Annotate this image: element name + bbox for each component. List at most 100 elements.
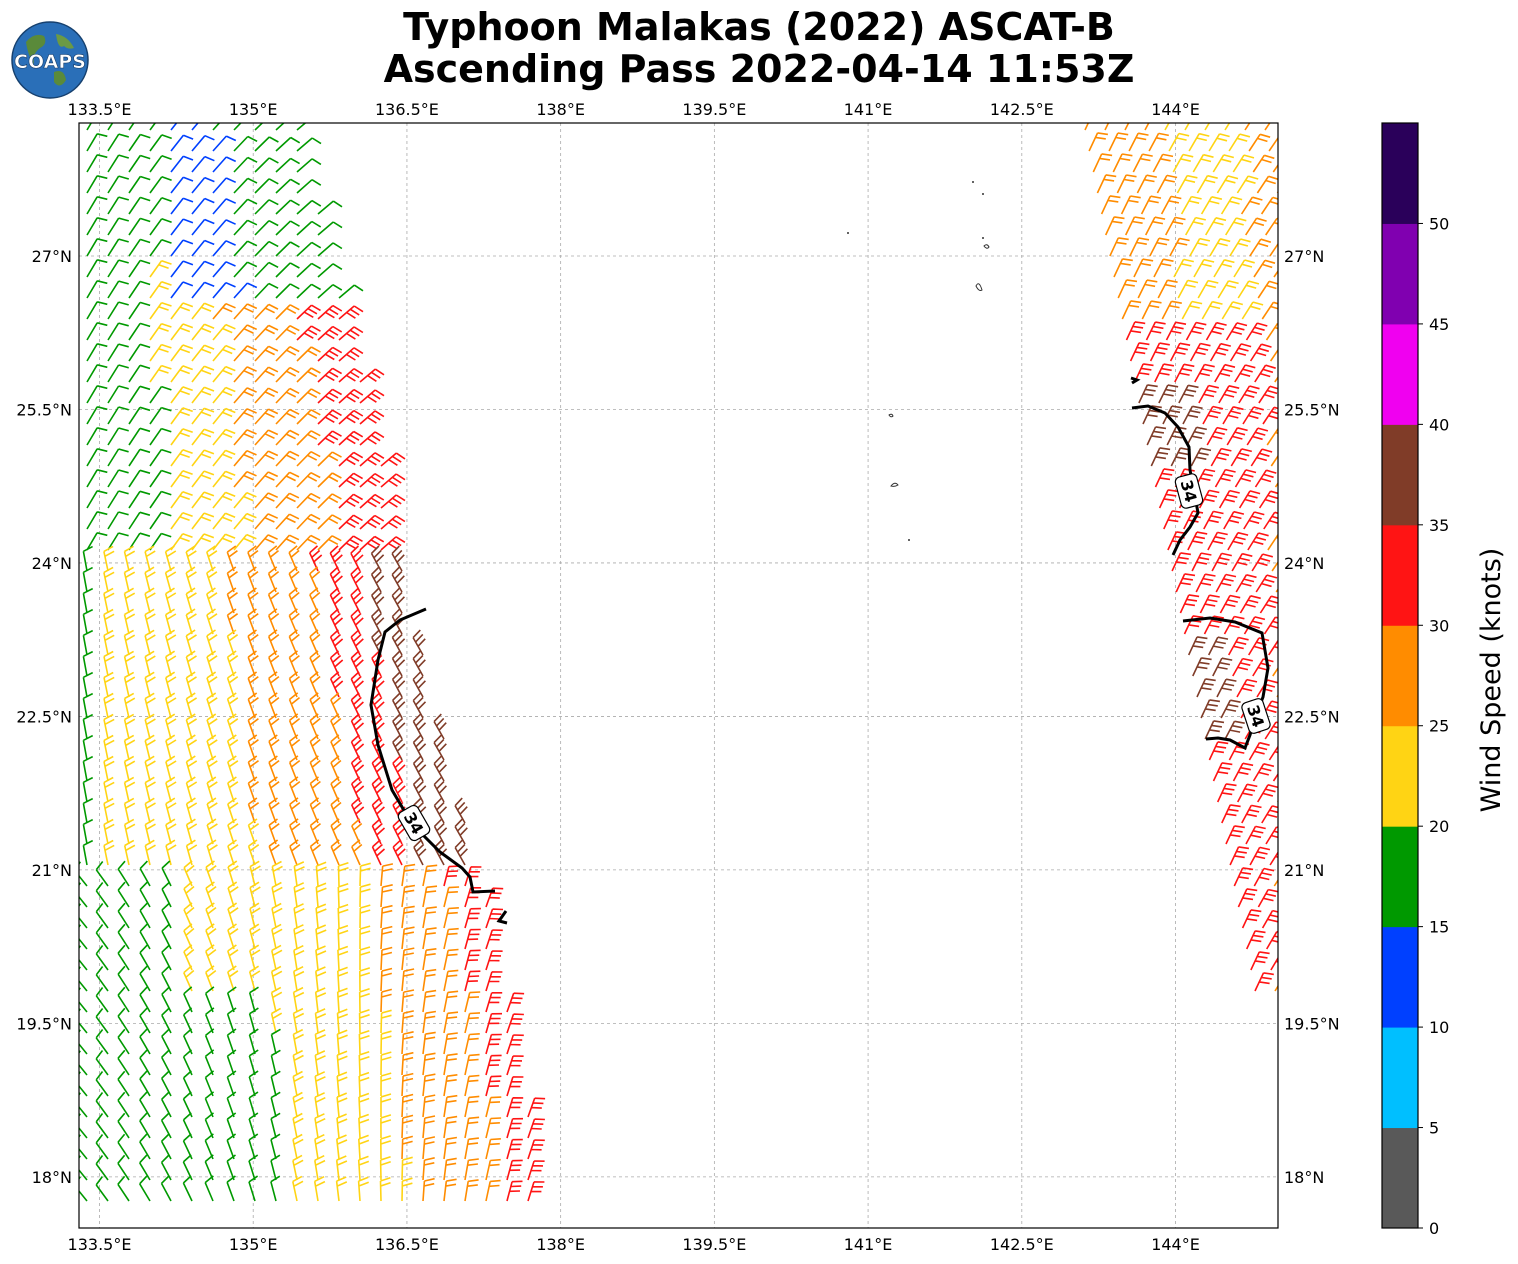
wind-barb — [226, 1049, 237, 1076]
wind-barb — [317, 221, 343, 236]
wind-barb — [296, 450, 321, 467]
wind-barb — [128, 406, 151, 425]
wind-barb — [350, 608, 364, 635]
wind-barb — [443, 1053, 458, 1076]
wind-barb — [1232, 154, 1255, 173]
wind-barb — [268, 818, 280, 845]
wind-barb — [139, 944, 151, 971]
lat-tick-left: 25.5°N — [16, 400, 72, 419]
wind-barb — [308, 545, 323, 572]
wind-barb — [191, 470, 215, 488]
wind-barb — [149, 155, 172, 173]
wind-barb — [1213, 259, 1235, 278]
wind-barb — [1269, 242, 1278, 257]
colorbar-tick-label: 30 — [1429, 616, 1449, 635]
lon-tick-bottom: 136.5°E — [375, 1235, 439, 1254]
wind-barb — [1191, 552, 1212, 572]
wind-barb — [1205, 321, 1227, 341]
wind-barb — [103, 797, 115, 824]
wind-barb — [226, 566, 238, 593]
wind-barb — [464, 1137, 479, 1160]
wind-barb — [107, 259, 129, 278]
wind-barb — [337, 924, 349, 950]
wind-barb — [128, 301, 151, 320]
wind-barb — [1203, 615, 1225, 635]
wind-barb — [128, 123, 135, 131]
wind-barb — [128, 217, 151, 236]
wind-barb — [485, 1179, 501, 1202]
wind-barb — [288, 734, 301, 761]
wind-barb — [1284, 513, 1305, 529]
wind-barb — [86, 175, 108, 194]
wind-barb — [164, 608, 177, 635]
wind-barb — [292, 986, 305, 1013]
wind-barb — [117, 1091, 130, 1118]
wind-barb — [1206, 426, 1228, 446]
wind-barb — [86, 280, 108, 299]
wind-barb — [506, 1076, 524, 1097]
wind-barb — [1268, 136, 1278, 152]
wind-barb — [1205, 217, 1227, 236]
wind-barb — [401, 1177, 413, 1202]
wind-barb — [1238, 385, 1260, 404]
wind-barb — [212, 123, 221, 131]
wind-barb — [268, 797, 280, 824]
wind-barb — [170, 533, 193, 551]
wind-barb — [191, 281, 215, 299]
wind-barb — [144, 587, 156, 614]
wind-barb — [226, 1070, 237, 1097]
wind-barb — [191, 239, 215, 257]
wind-barb — [443, 1011, 459, 1034]
wind-barb — [205, 944, 217, 971]
wind-barb — [123, 566, 136, 593]
wind-barb — [401, 905, 415, 929]
wind-barb — [1189, 237, 1211, 257]
wind-barb — [95, 966, 109, 992]
wind-barb — [107, 123, 114, 131]
wind-barb — [254, 429, 279, 446]
wind-barb — [422, 1094, 436, 1118]
wind-barb — [296, 179, 322, 194]
wind-barb — [401, 1156, 413, 1181]
wind-barb — [1261, 909, 1278, 929]
colorbar-swatch — [1382, 625, 1418, 727]
wind-barb — [1270, 454, 1278, 467]
wind-barb — [95, 861, 109, 887]
wind-barb — [275, 220, 300, 236]
wind-barb — [315, 924, 327, 950]
wind-barb — [123, 608, 136, 635]
wind-barb — [107, 490, 129, 509]
wind-barb — [1280, 492, 1301, 509]
wind-barb — [357, 1176, 369, 1202]
wind-barb — [391, 650, 406, 677]
wind-barb — [247, 692, 259, 719]
contour-left-tip — [496, 910, 508, 925]
wind-barb — [1116, 174, 1137, 194]
wind-barb — [128, 175, 151, 194]
logo-text: COAPS — [14, 51, 86, 73]
wind-barb — [1144, 123, 1150, 131]
wind-barb — [296, 346, 321, 362]
wind-barb — [204, 1175, 214, 1202]
wind-barb — [485, 1054, 502, 1076]
wind-barb — [233, 408, 257, 425]
wind-barb — [86, 154, 108, 173]
wind-barb — [329, 650, 344, 677]
wind-barb — [350, 566, 364, 593]
wind-barb — [95, 1008, 109, 1034]
wind-barb — [380, 1072, 392, 1097]
wind-barb — [506, 1055, 524, 1076]
wind-barb — [82, 818, 94, 845]
wind-barb — [95, 924, 109, 950]
wind-barb — [443, 865, 460, 887]
wind-barb — [144, 566, 156, 593]
wind-barb — [401, 1135, 413, 1160]
wind-barb — [485, 971, 503, 992]
wind-barb — [350, 713, 365, 740]
wind-barb — [314, 1154, 326, 1181]
wind-barb — [1185, 321, 1207, 341]
wind-barb — [123, 587, 136, 614]
wind-barb — [1237, 888, 1258, 908]
wind-barb — [206, 755, 218, 782]
wind-barb — [161, 986, 172, 1013]
